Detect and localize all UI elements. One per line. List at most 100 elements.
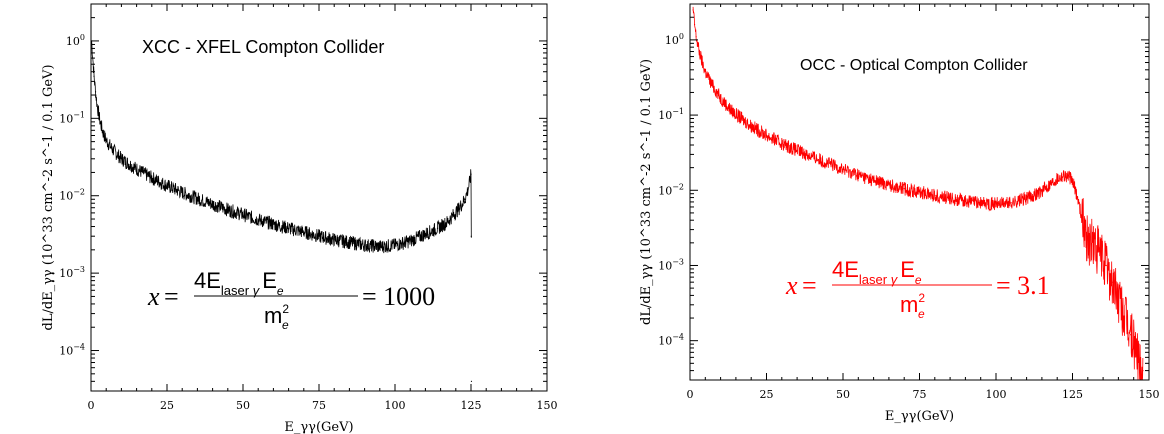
data-point xyxy=(166,185,168,187)
spectrum-line xyxy=(91,41,472,254)
x-tick-label: 150 xyxy=(537,399,558,412)
y-tick-label: 10−1 xyxy=(658,107,684,122)
data-point xyxy=(181,191,183,194)
formula-x: x xyxy=(147,282,160,311)
data-point xyxy=(288,227,290,229)
data-point xyxy=(257,219,259,221)
data-point xyxy=(1026,197,1028,199)
data-point xyxy=(738,116,740,118)
data-point xyxy=(409,240,411,242)
data-point xyxy=(470,235,472,237)
formula-numerator: 4Elaser γ Ee xyxy=(194,268,284,298)
y-tick-label: 10−2 xyxy=(658,182,684,197)
y-tick-label: 100 xyxy=(66,33,85,48)
x-axis-label: E_γγ(GeV) xyxy=(885,409,954,424)
data-point xyxy=(873,179,875,182)
formula-result: = 3.1 xyxy=(996,271,1050,300)
data-point xyxy=(857,174,859,176)
data-point xyxy=(129,164,132,166)
data-point xyxy=(446,221,448,224)
data-point xyxy=(467,189,469,191)
y-tick-label: 10−3 xyxy=(658,257,684,272)
x-tick-label: 75 xyxy=(312,399,326,412)
data-point xyxy=(1130,334,1132,336)
y-axis-label: dL/dE_γγ (10^33 cm^-2 s^-1 / 0.1 GeV) xyxy=(639,59,654,325)
data-point xyxy=(1093,245,1095,247)
data-point xyxy=(1123,317,1126,319)
data-point xyxy=(980,202,982,204)
data-point xyxy=(888,184,890,186)
data-point xyxy=(1105,264,1107,267)
y-tick-label: 10−1 xyxy=(59,110,85,125)
data-point xyxy=(781,142,783,145)
data-point xyxy=(695,36,697,38)
x-tick-label: 125 xyxy=(461,399,482,412)
data-point xyxy=(811,156,813,158)
data-point xyxy=(1111,281,1113,283)
x-tick-label: 50 xyxy=(836,388,850,401)
data-point xyxy=(1136,351,1138,353)
data-point xyxy=(842,168,844,170)
chart-title: XCC - XFEL Compton Collider xyxy=(142,37,384,57)
data-point xyxy=(765,134,768,136)
formula-x: x xyxy=(785,271,798,300)
data-point xyxy=(1074,189,1077,191)
data-point xyxy=(436,227,439,229)
data-point xyxy=(903,188,905,190)
data-point xyxy=(394,244,396,246)
formula-denominator: m2 e xyxy=(900,291,925,321)
formula-eq: = xyxy=(802,271,817,300)
xcc-chart-panel: 0 25 50 75 100 125 150 100 10−1 10−2 10−3 10−4 E_γγ(… xyxy=(41,3,558,434)
xcc-chart: 0 25 50 75 100 125 150 100 10−1 10−2 10−3 10−4 E_γγ(… xyxy=(41,3,558,434)
data-point xyxy=(827,162,829,164)
data-point xyxy=(1041,190,1043,192)
data-point xyxy=(464,198,466,200)
data-point xyxy=(470,173,472,175)
data-point xyxy=(701,61,703,64)
x-tick-label: 25 xyxy=(760,388,774,401)
data-point xyxy=(452,215,454,217)
occ-chart-panel: 0 25 50 75 100 125 150 100 10−1 10−2 10−3 10−4 E_γγ(… xyxy=(600,0,1164,434)
data-point xyxy=(96,104,98,106)
data-point xyxy=(111,148,113,150)
data-point xyxy=(196,197,198,200)
formula: x = 4Elaser γ Ee m2 e = 3.1 xyxy=(785,257,1050,321)
occ-chart: 0 25 50 75 100 125 150 100 10−1 10−2 10−3 10−4 E_γγ(… xyxy=(639,3,1160,424)
data-point xyxy=(1078,201,1080,203)
data-point xyxy=(1117,299,1119,301)
formula-result: = 1000 xyxy=(362,282,435,311)
x-tick-label: 100 xyxy=(986,388,1007,401)
x-axis-label: E_γγ(GeV) xyxy=(284,420,353,434)
x-tick-label: 0 xyxy=(88,399,95,412)
data-point xyxy=(99,121,101,123)
data-point xyxy=(693,23,696,26)
data-point xyxy=(348,241,350,243)
data-point xyxy=(796,149,798,151)
y-tick-label: 10−4 xyxy=(658,333,684,348)
x-tick-label: 125 xyxy=(1062,388,1083,401)
data-point xyxy=(704,70,706,73)
data-point xyxy=(227,209,229,211)
data-point xyxy=(918,191,921,193)
data-point xyxy=(303,231,305,233)
data-point xyxy=(151,177,153,179)
x-tick-label: 150 xyxy=(1139,388,1160,401)
y-tick-label: 10−4 xyxy=(59,343,85,358)
data-point xyxy=(93,75,95,77)
formula-numerator: 4Elaser γ Ee xyxy=(832,257,922,287)
data-point xyxy=(333,239,335,241)
y-tick-label: 10−2 xyxy=(59,188,85,203)
x-tick-label: 0 xyxy=(687,388,694,401)
data-point xyxy=(750,125,752,127)
data-point xyxy=(102,132,104,134)
spectrum-line xyxy=(692,6,1144,381)
data-point xyxy=(94,91,97,93)
y-tick-label: 100 xyxy=(665,32,684,47)
data-point xyxy=(318,235,320,237)
data-point xyxy=(470,380,473,382)
data-point xyxy=(379,246,381,248)
data-point xyxy=(710,83,713,85)
data-point xyxy=(272,223,274,225)
data-point xyxy=(1081,215,1083,217)
data-point xyxy=(1062,174,1064,176)
